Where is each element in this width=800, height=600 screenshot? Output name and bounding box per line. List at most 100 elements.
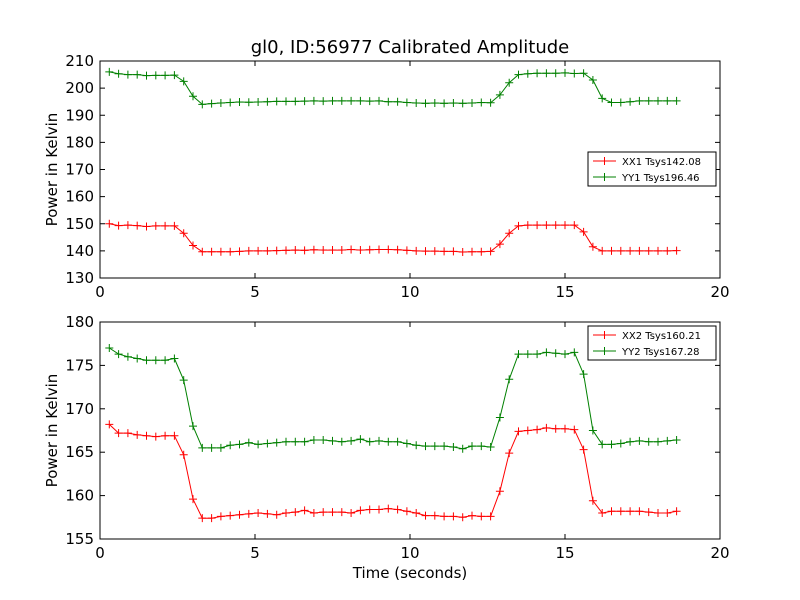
data-point-marker	[514, 427, 523, 436]
data-point-marker	[216, 512, 225, 521]
data-point-marker	[142, 356, 151, 365]
data-point-marker	[514, 221, 523, 230]
data-point-marker	[607, 246, 616, 255]
data-point-marker	[430, 99, 439, 108]
data-point-marker	[421, 99, 430, 108]
data-point-marker	[626, 507, 635, 516]
data-point-marker	[523, 426, 532, 435]
data-point-marker	[263, 509, 272, 518]
data-point-marker	[561, 424, 569, 433]
data-point-marker	[588, 75, 597, 84]
data-point-marker	[486, 247, 495, 256]
data-point-marker	[663, 508, 672, 517]
data-point-marker	[123, 352, 132, 361]
data-point-marker	[272, 438, 281, 447]
data-point-marker	[440, 442, 449, 451]
data-point-marker	[328, 436, 337, 445]
legend-label: XX1 Tsys142.08	[622, 157, 701, 168]
data-point-marker	[551, 221, 560, 230]
data-point-marker	[458, 247, 467, 256]
data-point-marker	[375, 436, 383, 445]
data-point-marker	[254, 440, 263, 449]
x-axis-label: Time (seconds)	[352, 564, 468, 582]
data-point-marker	[421, 511, 430, 520]
data-point-marker	[179, 376, 188, 385]
data-point-marker	[616, 439, 625, 448]
data-point-marker	[114, 221, 123, 230]
data-point-marker	[672, 96, 681, 105]
data-point-marker	[393, 245, 402, 254]
data-point-marker	[477, 98, 486, 107]
data-point-marker	[133, 221, 142, 230]
data-point-marker	[142, 431, 151, 440]
data-point-marker	[123, 221, 132, 230]
y-tick-label: 155	[65, 530, 94, 548]
data-point-marker	[161, 356, 170, 365]
data-point-marker	[384, 437, 393, 446]
data-point-marker	[570, 425, 579, 434]
data-point-marker	[365, 245, 374, 254]
data-point-marker	[161, 71, 170, 80]
data-point-marker	[235, 247, 244, 256]
data-point-marker	[114, 350, 123, 359]
data-point-marker	[440, 247, 449, 256]
data-point-marker	[170, 431, 179, 440]
data-point-marker	[495, 487, 504, 496]
data-point-marker	[598, 440, 607, 449]
data-point-marker	[356, 246, 365, 255]
data-point-marker	[189, 495, 197, 504]
legend-marker	[600, 173, 609, 181]
data-point-marker	[207, 514, 216, 523]
data-point-marker	[644, 246, 653, 255]
data-point-marker	[477, 512, 486, 521]
data-point-marker	[254, 97, 263, 106]
x-tick-label: 10	[400, 283, 419, 301]
data-point-marker	[505, 375, 514, 384]
data-point-marker	[189, 92, 197, 101]
data-point-marker	[170, 354, 179, 363]
data-point-marker	[244, 438, 253, 447]
y-tick-label: 165	[65, 443, 94, 461]
data-point-marker	[309, 436, 318, 445]
data-point-marker	[654, 96, 662, 105]
data-point-marker	[430, 247, 439, 256]
data-point-marker	[505, 229, 514, 238]
data-point-marker	[216, 247, 225, 256]
data-point-marker	[282, 97, 290, 106]
data-point-marker	[393, 97, 402, 106]
top-panel: 0 5 10 15 20 130 140 150 160 170 180 190 200 210 Power…	[43, 52, 730, 301]
data-point-marker	[626, 246, 635, 255]
data-point-marker	[626, 437, 635, 446]
y-tick-label: 140	[65, 242, 94, 260]
x-tick-label: 0	[95, 283, 105, 301]
data-point-marker	[393, 505, 402, 514]
data-point-marker	[347, 245, 356, 254]
data-point-marker	[607, 440, 616, 449]
data-point-marker	[514, 70, 523, 79]
data-point-marker	[207, 247, 216, 256]
data-point-marker	[319, 246, 328, 255]
data-point-marker	[654, 508, 662, 517]
data-point-marker	[328, 246, 337, 255]
data-point-marker	[226, 441, 235, 450]
x-tick-label: 5	[250, 544, 260, 562]
data-point-marker	[375, 245, 383, 254]
data-point-marker	[486, 98, 495, 107]
data-point-marker	[533, 425, 542, 434]
data-point-marker	[254, 246, 263, 255]
data-point-marker	[412, 99, 421, 108]
data-point-marker	[198, 443, 207, 452]
data-point-marker	[598, 94, 607, 103]
data-point-marker	[244, 98, 253, 107]
data-point-marker	[170, 71, 179, 80]
x-tick-label: 20	[710, 544, 729, 562]
y-tick-label: 150	[65, 215, 94, 233]
data-point-marker	[449, 99, 458, 108]
data-point-marker	[179, 450, 188, 459]
data-point-marker	[272, 510, 281, 519]
data-point-marker	[449, 512, 458, 521]
data-point-marker	[542, 221, 551, 230]
data-point-marker	[430, 511, 439, 520]
data-point-marker	[151, 221, 160, 230]
